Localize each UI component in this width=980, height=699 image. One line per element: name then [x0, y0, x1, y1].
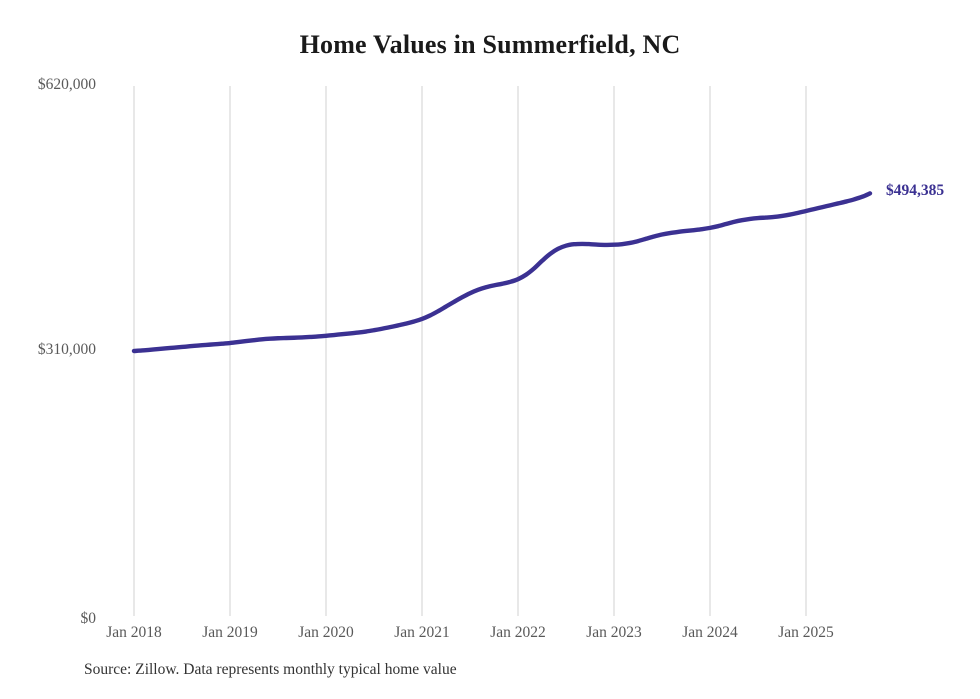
end-value-annotation: $494,385 — [886, 182, 945, 200]
x-axis-tick-label-jan-2019: Jan 2019 — [202, 624, 258, 641]
source-footnote: Source: Zillow. Data represents monthly … — [84, 661, 457, 678]
gridlines-group — [133, 86, 807, 616]
chart-title: Home Values in Summerfield, NC — [299, 30, 681, 59]
x-axis-tick-label-jan-2025: Jan 2025 — [778, 624, 834, 641]
x-axis-tick-label-jan-2024: Jan 2024 — [682, 624, 738, 641]
y-axis-tick-label-zero: $0 — [80, 610, 97, 627]
x-axis-tick-label-jan-2020: Jan 2020 — [298, 624, 354, 641]
x-axis-tick-label-jan-2021: Jan 2021 — [394, 624, 450, 641]
x-axis-tick-label-jan-2022: Jan 2022 — [490, 624, 546, 641]
y-axis-tick-label-top: $620,000 — [37, 76, 96, 93]
x-axis-tick-label-jan-2023: Jan 2023 — [586, 624, 642, 641]
x-axis-tick-label-jan-2018: Jan 2018 — [106, 624, 162, 641]
home-value-series-line — [131, 191, 873, 354]
y-axis-tick-label-mid: $310,000 — [37, 341, 96, 358]
